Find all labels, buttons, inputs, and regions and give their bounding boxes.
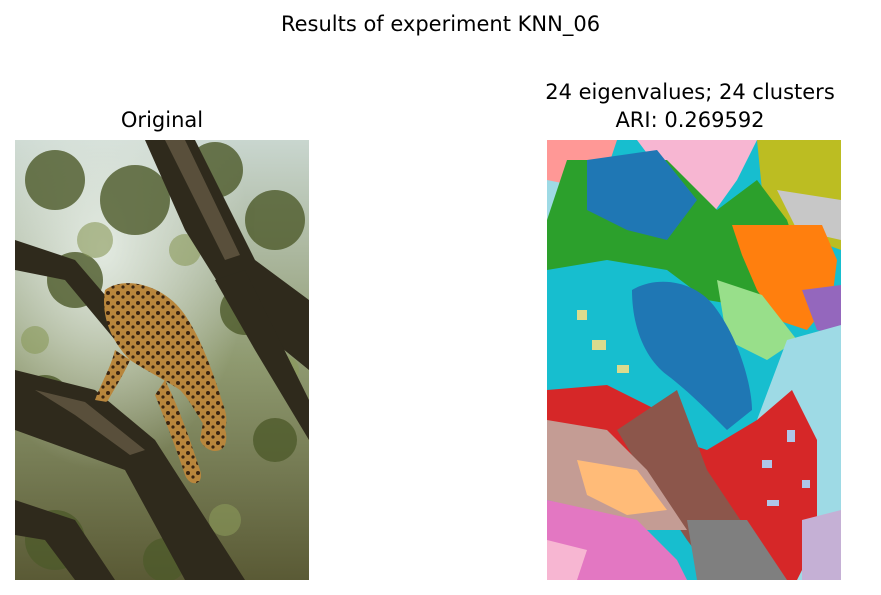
cluster-map	[547, 140, 841, 580]
leopard	[95, 283, 227, 484]
original-panel-title: Original	[120, 108, 204, 132]
figure-title: Results of experiment KNN_06	[280, 12, 601, 36]
segmentation-panel-title-line2: ARI: 0.269592	[615, 108, 765, 132]
segmentation-image	[547, 140, 841, 580]
segmentation-panel-title-line1: 24 eigenvalues; 24 clusters	[545, 80, 835, 104]
original-image	[15, 140, 309, 580]
leopard-photo	[15, 140, 309, 580]
